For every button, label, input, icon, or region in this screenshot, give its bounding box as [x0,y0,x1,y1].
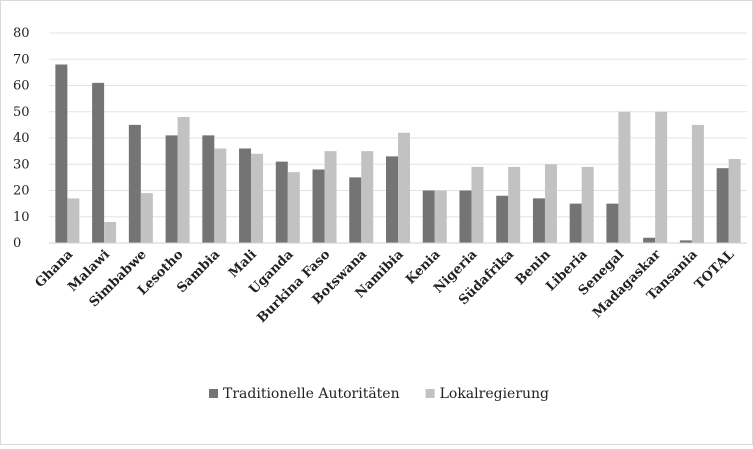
bar [165,135,178,243]
bar [128,124,141,243]
bar [581,166,594,243]
legend-label: Traditionelle Autoritäten [223,386,400,402]
bar [349,177,362,243]
bar [691,124,704,243]
bar [275,161,288,243]
y-tick-label: 60 [13,79,30,94]
bar [386,156,398,243]
y-tick-label: 50 [13,105,30,120]
y-tick-label: 20 [13,184,30,199]
bar [606,203,619,243]
x-tick-label: TOTAL [692,247,737,292]
y-tick-label: 40 [13,131,30,146]
bar [324,151,337,243]
bar [92,82,105,243]
legend-swatch [209,389,218,398]
bar [55,64,68,243]
y-tick-label: 70 [13,52,30,67]
y-tick-label: 0 [13,236,21,251]
bar [104,222,117,243]
bars [55,64,741,243]
legend-swatch [425,389,435,398]
bar [140,193,153,243]
bar [214,148,227,243]
bar [202,135,215,243]
bar [569,203,582,243]
bar [508,166,521,243]
bar [312,169,325,243]
bar [643,237,656,243]
y-axis-ticks: 0 10 20 30 40 50 60 70 80 [13,26,30,251]
bar [287,172,300,243]
legend: Traditionelle Autoritäten Lokalregierung [209,386,549,402]
bar [177,117,190,243]
bar [544,164,557,243]
bar [618,111,631,243]
bar [459,190,472,243]
bar [532,198,545,243]
bar [67,198,80,243]
bar [422,190,435,243]
bar [655,111,668,243]
bar [716,168,729,243]
y-tick-label: 10 [13,210,30,225]
y-tick-label: 80 [13,26,30,41]
y-tick-label: 30 [13,157,30,172]
bar [471,166,484,243]
bar [251,153,264,243]
bar [398,132,410,243]
bar [361,151,374,243]
bar [239,148,252,243]
bar [496,195,509,243]
legend-label: Lokalregierung [440,386,549,402]
x-tick-label: Mali [226,247,260,281]
bar [434,190,447,243]
bar [679,240,692,243]
bar [728,159,741,243]
